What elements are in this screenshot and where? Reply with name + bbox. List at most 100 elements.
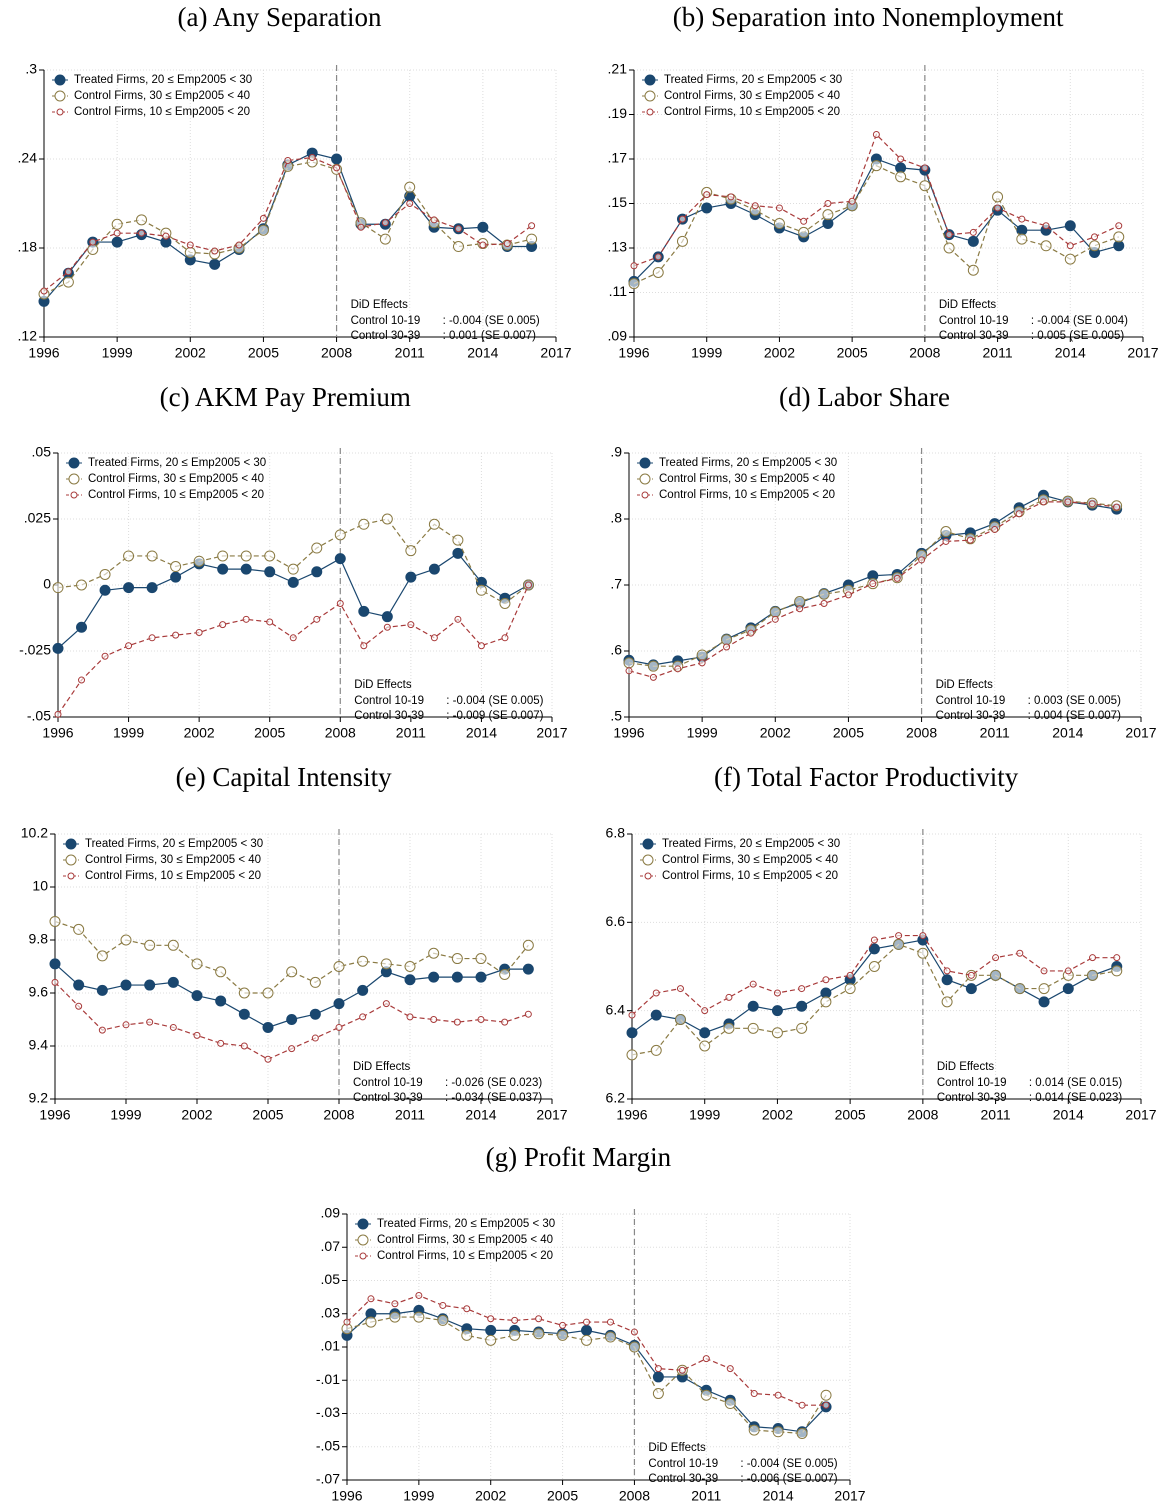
- annotation-value: : 0.004 (SE 0.007): [1028, 710, 1122, 722]
- data-point: [626, 1049, 638, 1061]
- data-point: [430, 1016, 438, 1023]
- data-point: [357, 223, 365, 231]
- y-tick-label: .03: [321, 1304, 341, 1320]
- data-point: [1113, 503, 1121, 511]
- data-point: [52, 582, 64, 594]
- x-tick-label: 2014: [1055, 345, 1086, 361]
- data-point: [676, 235, 688, 247]
- annotation-title: DiD Effects: [939, 299, 997, 311]
- y-tick-label: 0: [43, 576, 51, 592]
- x-tick-label: 2005: [252, 1107, 283, 1123]
- data-point: [89, 238, 97, 246]
- legend-marker: [646, 108, 654, 116]
- data-point: [381, 513, 393, 525]
- y-tick-label: .09: [608, 328, 628, 344]
- x-tick-label: 2011: [980, 725, 1010, 741]
- x-tick-label: 1996: [331, 1488, 362, 1504]
- legend-label: Control Firms, 10 ≤ Emp2005 < 20: [74, 106, 250, 118]
- data-point: [309, 976, 321, 988]
- data-point: [262, 1021, 274, 1033]
- annotation-title: DiD Effects: [351, 299, 409, 311]
- data-point: [51, 978, 59, 986]
- data-point: [992, 191, 1004, 203]
- data-point: [242, 615, 250, 623]
- data-point: [943, 967, 951, 975]
- data-point: [413, 1311, 425, 1323]
- data-point: [649, 673, 657, 681]
- data-point: [702, 1355, 710, 1363]
- data-point: [479, 241, 487, 249]
- x-tick-label: 2011: [395, 345, 425, 361]
- data-point: [511, 1316, 519, 1324]
- data-point: [454, 225, 462, 233]
- data-point: [771, 1027, 783, 1039]
- data-point: [120, 934, 132, 946]
- y-tick-label: .6: [610, 642, 622, 658]
- data-point: [430, 634, 438, 642]
- data-point: [701, 202, 713, 214]
- y-tick-label: .17: [608, 150, 628, 166]
- x-tick-label: 1996: [42, 725, 73, 741]
- data-point: [796, 605, 804, 613]
- x-tick-label: 1999: [403, 1488, 434, 1504]
- data-point: [526, 233, 538, 245]
- data-point: [259, 214, 267, 222]
- x-tick-label: 2011: [396, 725, 426, 741]
- data-point: [78, 676, 86, 684]
- data-point: [1040, 967, 1048, 975]
- data-point: [172, 631, 180, 639]
- y-tick-label: -.05: [316, 1437, 340, 1453]
- data-point: [800, 217, 808, 225]
- data-point: [264, 1055, 272, 1063]
- data-point: [170, 561, 182, 573]
- data-point: [822, 1401, 830, 1409]
- annotation-value: : 0.001 (SE 0.007): [443, 330, 537, 342]
- x-tick-label: 2011: [983, 345, 1013, 361]
- data-point: [333, 998, 345, 1010]
- data-point: [451, 953, 463, 965]
- legend-label: Control Firms, 10 ≤ Emp2005 < 20: [659, 489, 835, 501]
- annotation-label: Control 30-39: [351, 330, 421, 342]
- data-point: [453, 1018, 461, 1026]
- data-point: [583, 1318, 591, 1326]
- data-point: [872, 131, 880, 139]
- data-point: [869, 580, 877, 588]
- data-point: [485, 1324, 497, 1336]
- x-tick-label: 2008: [907, 1107, 938, 1123]
- data-point: [452, 547, 464, 559]
- data-point: [501, 634, 509, 642]
- data-point: [990, 969, 1002, 981]
- data-point: [407, 621, 415, 629]
- data-point: [773, 218, 785, 230]
- data-point: [773, 989, 781, 997]
- legend-label: Treated Firms, 20 ≤ Emp2005 < 30: [664, 74, 842, 86]
- data-point: [524, 1010, 532, 1018]
- data-point: [331, 153, 343, 165]
- data-point: [99, 584, 111, 596]
- data-point: [111, 218, 123, 230]
- data-point: [941, 996, 953, 1008]
- data-point: [994, 204, 1002, 212]
- data-point: [73, 923, 85, 935]
- data-point: [581, 1334, 593, 1346]
- legend-label: Control Firms, 10 ≤ Emp2005 < 20: [662, 870, 838, 882]
- data-point: [266, 618, 274, 626]
- data-point: [475, 971, 487, 983]
- chart-title: (a) Any Separation: [178, 2, 382, 32]
- legend-marker: [65, 854, 77, 866]
- legend-marker: [641, 491, 649, 499]
- data-point: [1015, 510, 1023, 518]
- y-tick-label: .07: [321, 1238, 341, 1254]
- y-tick-label: .18: [18, 239, 38, 255]
- data-point: [284, 156, 292, 164]
- data-point: [628, 1011, 636, 1019]
- data-point: [723, 643, 731, 651]
- legend-label: Treated Firms, 20 ≤ Emp2005 < 30: [85, 838, 263, 850]
- data-point: [747, 1022, 759, 1034]
- y-tick-label: .12: [18, 328, 38, 344]
- data-point: [288, 1045, 296, 1053]
- data-point: [798, 1401, 806, 1409]
- data-point: [796, 1000, 808, 1012]
- data-point: [748, 1424, 760, 1436]
- data-point: [334, 529, 346, 541]
